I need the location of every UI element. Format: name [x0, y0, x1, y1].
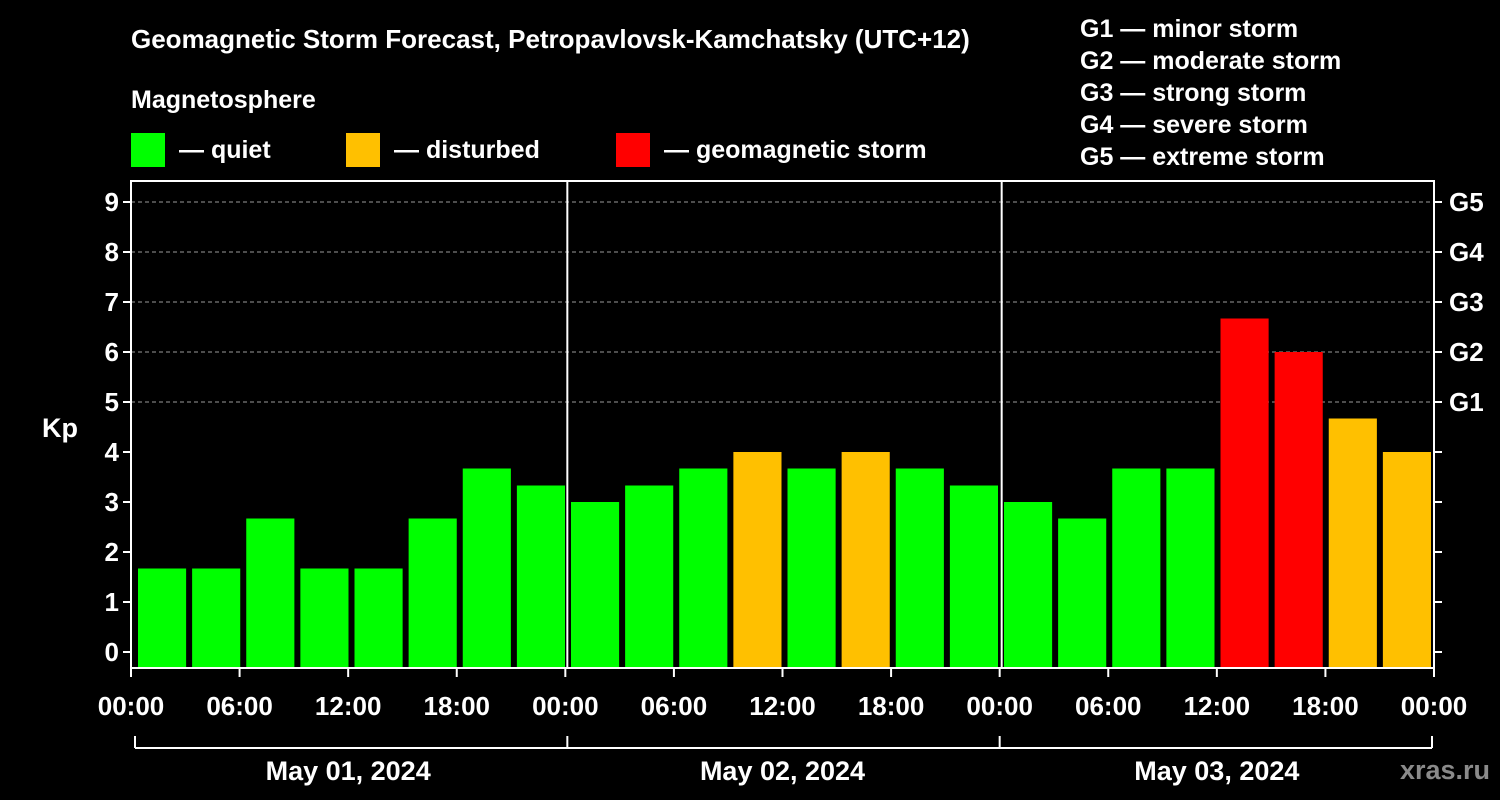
x-tick-label: 00:00 — [532, 691, 599, 721]
legend-label-storm: — geomagnetic storm — [664, 135, 927, 164]
x-tick-label: 00:00 — [966, 691, 1033, 721]
g-level-label: G5 — [1449, 187, 1484, 217]
kp-bar — [408, 518, 457, 668]
g-level-label: G2 — [1449, 337, 1484, 367]
x-tick-label: 18:00 — [424, 691, 491, 721]
y-tick-label: 9 — [105, 187, 119, 217]
x-tick-label: 18:00 — [858, 691, 925, 721]
x-tick-label: 00:00 — [98, 691, 165, 721]
g-scale-item: G5 — extreme storm — [1080, 143, 1325, 171]
g-scale-item: G1 — minor storm — [1080, 15, 1299, 43]
kp-bar — [138, 568, 187, 668]
kp-bar — [571, 502, 620, 668]
kp-bar — [354, 568, 403, 668]
kp-bar — [192, 568, 241, 668]
y-tick-label: 6 — [105, 337, 119, 367]
kp-bar — [1004, 502, 1053, 668]
kp-bar — [733, 452, 782, 668]
kp-bar — [1382, 452, 1431, 668]
kp-bar — [1166, 468, 1215, 668]
x-tick-label: 06:00 — [641, 691, 708, 721]
legend-item-storm: — geomagnetic storm — [616, 133, 927, 167]
kp-bar — [462, 468, 511, 668]
legend-swatch-quiet — [131, 133, 165, 167]
g-level-label: G1 — [1449, 387, 1484, 417]
x-tick-label: 18:00 — [1292, 691, 1359, 721]
x-tick-label: 12:00 — [315, 691, 382, 721]
legend-label-quiet: — quiet — [179, 135, 271, 164]
y-axis-label: Kp — [42, 413, 78, 443]
g-level-label: G4 — [1449, 237, 1484, 267]
x-tick-label: 00:00 — [1401, 691, 1468, 721]
kp-bar — [679, 468, 728, 668]
g-level-label: G3 — [1449, 287, 1484, 317]
legend-swatch-storm — [616, 133, 650, 167]
chart-title: Geomagnetic Storm Forecast, Petropavlovs… — [131, 24, 970, 54]
y-tick-label: 3 — [105, 487, 119, 517]
kp-bar — [1328, 418, 1377, 668]
g-scale-item: G2 — moderate storm — [1080, 47, 1342, 75]
kp-bar — [300, 568, 349, 668]
y-tick-label: 7 — [105, 287, 119, 317]
x-tick-label: 06:00 — [1075, 691, 1142, 721]
y-tick-label: 0 — [105, 637, 119, 667]
legend-label-disturbed: — disturbed — [394, 135, 540, 164]
day-label: May 03, 2024 — [1134, 756, 1299, 786]
day-label: May 02, 2024 — [700, 756, 865, 786]
kp-bar — [1274, 352, 1323, 668]
legend-item-disturbed: — disturbed — [346, 133, 540, 167]
y-tick-label: 5 — [105, 387, 119, 417]
kp-bar — [1112, 468, 1161, 668]
legend-swatch-disturbed — [346, 133, 380, 167]
g-scale-item: G4 — severe storm — [1080, 111, 1308, 139]
kp-bar — [787, 468, 836, 668]
y-tick-label: 2 — [105, 537, 119, 567]
x-tick-label: 12:00 — [1184, 691, 1251, 721]
legend-item-quiet: — quiet — [131, 133, 271, 167]
kp-bar — [949, 485, 998, 668]
y-tick-label: 1 — [105, 587, 119, 617]
y-tick-label: 8 — [105, 237, 119, 267]
legend-title: Magnetosphere — [131, 86, 316, 114]
kp-bar — [1058, 518, 1107, 668]
kp-bar — [246, 518, 295, 668]
g-scale-legend: G1 — minor storm G2 — moderate storm G3 … — [1080, 13, 1341, 173]
watermark: xras.ru — [1399, 755, 1490, 785]
kp-bar — [1220, 318, 1269, 668]
x-tick-label: 12:00 — [749, 691, 816, 721]
kp-bar — [516, 485, 565, 668]
kp-bar — [895, 468, 944, 668]
g-scale-item: G3 — strong storm — [1080, 79, 1307, 107]
y-tick-label: 4 — [105, 437, 120, 467]
kp-bar — [841, 452, 890, 668]
day-label: May 01, 2024 — [266, 756, 431, 786]
x-tick-label: 06:00 — [206, 691, 273, 721]
kp-bar — [625, 485, 674, 668]
